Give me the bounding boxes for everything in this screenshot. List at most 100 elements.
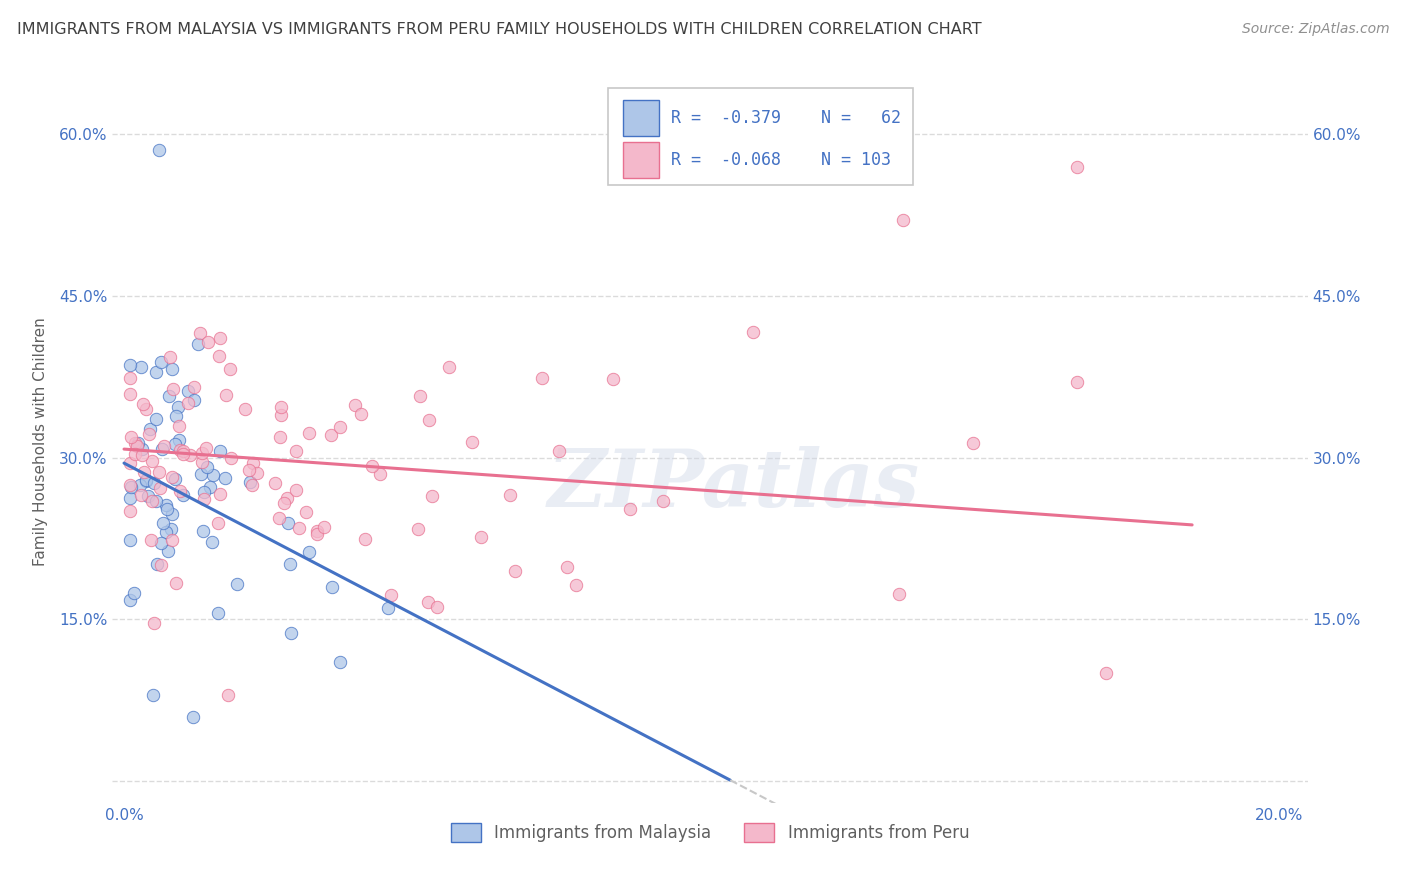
Point <box>138 427 160 442</box>
Point <box>208 349 231 363</box>
Text: R =  -0.068    N = 103: R = -0.068 N = 103 <box>671 151 890 169</box>
Point <box>155 498 177 512</box>
Point <box>179 448 201 462</box>
Point <box>377 601 399 615</box>
Point <box>169 484 191 499</box>
FancyBboxPatch shape <box>623 142 658 178</box>
Point <box>125 439 148 453</box>
Point <box>207 516 229 531</box>
Point <box>531 371 554 385</box>
Point <box>214 471 236 485</box>
Point <box>280 626 302 640</box>
Point <box>329 420 352 434</box>
Point <box>354 532 377 546</box>
Point <box>153 439 176 453</box>
Point <box>150 558 173 572</box>
Point <box>165 437 187 451</box>
Point <box>118 359 141 373</box>
Point <box>150 442 173 456</box>
Point <box>118 477 141 491</box>
Point <box>190 467 212 481</box>
Point <box>127 435 149 450</box>
Point <box>157 389 180 403</box>
Point <box>159 522 181 536</box>
Point <box>135 473 157 487</box>
Point <box>270 401 292 415</box>
Point <box>167 434 190 448</box>
Point <box>160 362 183 376</box>
Point <box>118 504 141 518</box>
Point <box>118 387 141 401</box>
Point <box>284 483 307 498</box>
Point <box>149 536 172 550</box>
Point <box>172 447 194 461</box>
Point <box>172 444 194 458</box>
Point <box>215 388 238 402</box>
Point <box>741 326 763 340</box>
Point <box>141 494 163 508</box>
Point <box>124 447 146 461</box>
Point <box>129 359 152 374</box>
Point <box>146 557 169 571</box>
Point <box>135 475 157 489</box>
Point <box>143 615 166 630</box>
Point <box>118 592 141 607</box>
Point <box>152 516 174 531</box>
FancyBboxPatch shape <box>609 87 914 185</box>
Point <box>962 435 984 450</box>
Point <box>142 688 165 702</box>
Point <box>118 456 141 470</box>
Point <box>148 465 170 479</box>
Point <box>267 511 290 525</box>
Point <box>225 577 247 591</box>
Point <box>120 430 142 444</box>
Point <box>183 380 205 394</box>
Point <box>349 408 371 422</box>
Point <box>619 502 641 516</box>
Point <box>165 409 187 423</box>
Point <box>149 481 172 495</box>
Point <box>155 502 177 516</box>
Point <box>547 443 569 458</box>
Point <box>470 530 492 544</box>
Point <box>437 360 460 375</box>
Point <box>145 494 167 508</box>
Point <box>565 578 588 592</box>
Point <box>118 533 141 547</box>
Point <box>329 656 352 670</box>
Point <box>183 392 205 407</box>
Point <box>122 586 145 600</box>
Point <box>188 326 211 340</box>
FancyBboxPatch shape <box>623 100 658 136</box>
Point <box>131 442 153 457</box>
Point <box>120 480 142 494</box>
Y-axis label: Family Households with Children: Family Households with Children <box>32 318 48 566</box>
Point <box>165 575 187 590</box>
Point <box>298 545 321 559</box>
Text: R =  -0.379    N =   62: R = -0.379 N = 62 <box>671 109 901 127</box>
Point <box>129 478 152 492</box>
Point <box>197 335 219 350</box>
Point <box>160 470 183 484</box>
Point <box>321 580 343 594</box>
Point <box>426 599 449 614</box>
Point <box>176 384 198 398</box>
Point <box>344 398 367 412</box>
Point <box>160 533 183 548</box>
Point <box>242 456 264 470</box>
Point <box>193 491 215 506</box>
Point <box>1094 666 1116 681</box>
Point <box>187 336 209 351</box>
Point <box>278 557 301 571</box>
Point <box>555 559 578 574</box>
Point <box>195 441 218 455</box>
Point <box>124 436 146 450</box>
Point <box>418 595 440 609</box>
Point <box>420 489 443 503</box>
Point <box>209 443 232 458</box>
Point <box>202 467 225 482</box>
Point <box>132 466 155 480</box>
Point <box>307 524 329 538</box>
Point <box>118 370 141 384</box>
Point <box>209 331 232 345</box>
